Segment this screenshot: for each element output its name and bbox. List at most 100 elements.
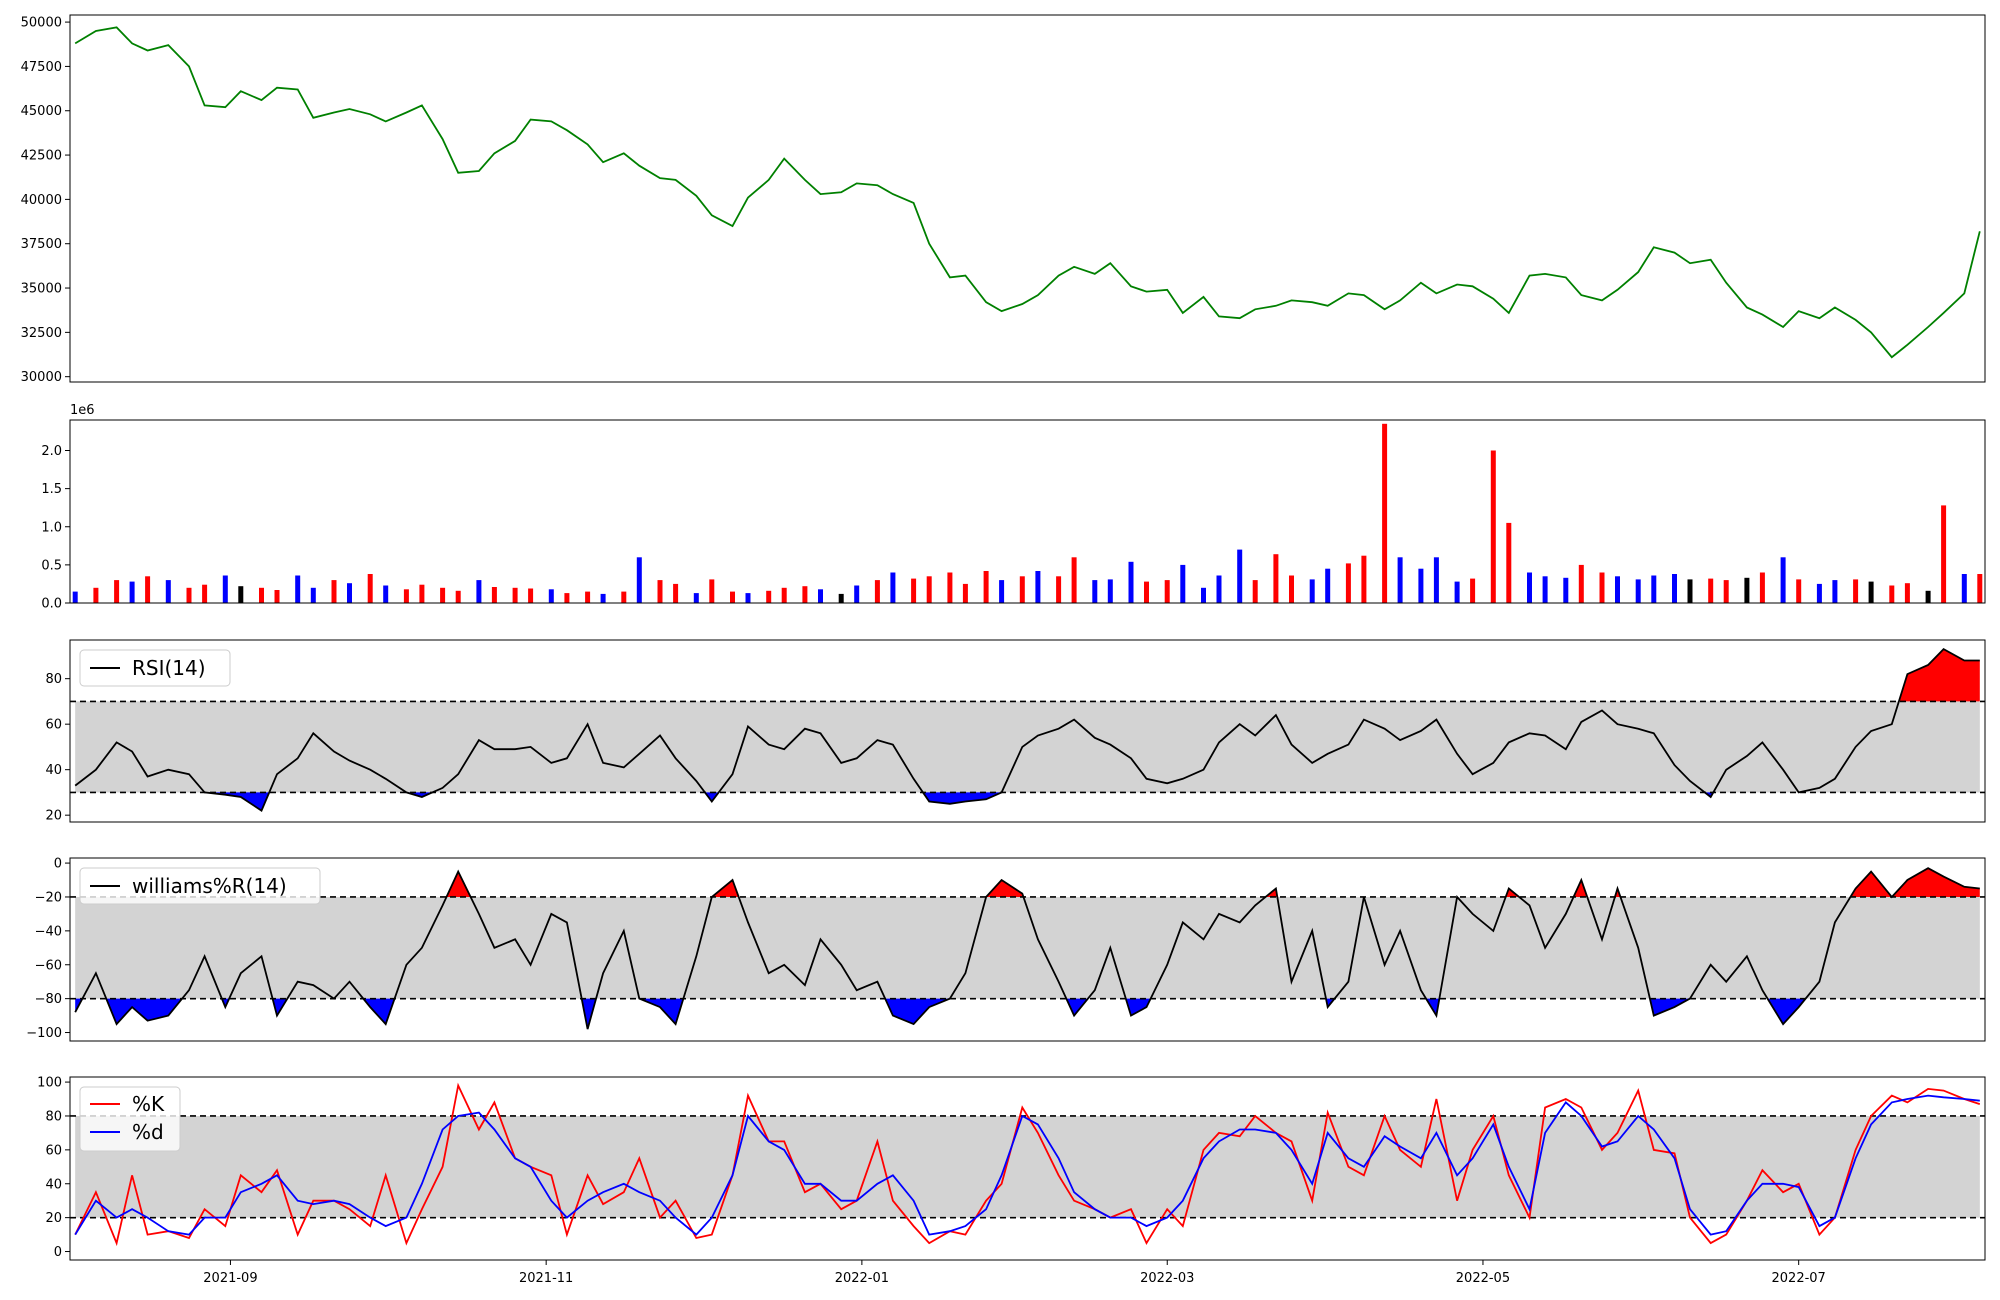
williams-y-tick-label: 0	[54, 857, 62, 872]
volume-bar	[1237, 549, 1243, 603]
volume-bar	[548, 589, 554, 603]
volume-bar	[1759, 572, 1765, 603]
volume-bar	[165, 580, 171, 603]
volume-bar	[781, 587, 787, 604]
volume-bar	[1506, 522, 1512, 603]
volume-bar	[999, 580, 1005, 603]
volume-bar	[1201, 587, 1206, 604]
volume-bar	[129, 581, 135, 603]
volume-bar	[1071, 557, 1077, 604]
rsi-overbought-fill	[1898, 649, 1980, 702]
x-tick-label: 2022-05	[1456, 1271, 1510, 1286]
rsi-legend: RSI(14)	[79, 649, 231, 687]
stochastic-legend-box	[79, 1086, 181, 1152]
williams-oversold-fill	[639, 998, 684, 1025]
williams-y-tick-label: −80	[35, 992, 62, 1007]
volume-bar	[926, 576, 932, 603]
volume-bar	[1107, 579, 1113, 603]
volume-bar	[1216, 575, 1222, 603]
price-y-tick-label: 50000	[21, 16, 62, 31]
volume-bar	[564, 593, 570, 603]
k-legend-label: %K	[132, 1092, 165, 1116]
volume-bar	[72, 591, 78, 603]
volume-y-tick-label: 0.0	[41, 597, 62, 612]
volume-bar	[1563, 577, 1569, 603]
volume-bar	[491, 587, 497, 603]
volume-bar	[1816, 583, 1822, 603]
volume-bar	[1056, 576, 1062, 603]
d-legend-label: %d	[132, 1120, 164, 1144]
volume-bar	[1925, 590, 1931, 603]
volume-y-tick-label: 2.0	[41, 444, 62, 459]
stochastic-y-tick-label: 0	[54, 1245, 62, 1260]
rsi-y-tick-label: 60	[45, 718, 62, 733]
williams-overbought-fill	[1891, 868, 1980, 897]
volume-bar	[1397, 557, 1403, 604]
volume-bar	[673, 583, 679, 603]
date-x-axis: 2021-09 2021-11 2022-01 2022-03 2022-05 2022-…	[203, 1260, 1826, 1286]
rsi-y-tick-label: 20	[45, 809, 62, 824]
volume-bar	[1542, 576, 1548, 603]
stochastic-frame	[69, 1076, 1986, 1261]
williams-y-tick-label: −20	[35, 890, 62, 905]
rsi-y-tick-label: 80	[45, 672, 62, 687]
volume-bar	[1382, 423, 1388, 603]
volume-bar	[274, 590, 280, 603]
volume-bar	[890, 572, 896, 603]
volume-bar	[1744, 577, 1750, 603]
price-panel: 30000 32500 35000 37500 40000 42500 45000 47500…	[21, 14, 1986, 385]
volume-bar	[1092, 580, 1098, 603]
stochastic-y-tick-label: 20	[45, 1211, 62, 1226]
williams-overbought-fill	[986, 880, 1024, 897]
volume-bar	[1490, 450, 1496, 603]
price-y-tick-label: 47500	[21, 60, 62, 75]
rsi-band	[75, 701, 1980, 793]
volume-bar	[818, 589, 823, 603]
x-tick-label: 2021-11	[519, 1271, 573, 1286]
volume-bar	[1578, 564, 1584, 603]
rsi-line	[74, 647, 1980, 812]
volume-bar	[259, 587, 264, 604]
volume-frame	[69, 419, 1986, 604]
williams-y-tick-label: −40	[35, 924, 62, 939]
williams-oversold-fill	[1125, 998, 1151, 1016]
volume-bar	[745, 593, 751, 603]
volume-bar	[766, 590, 772, 603]
volume-bar	[636, 557, 642, 604]
volume-y-tick-label: 0.5	[41, 558, 62, 573]
volume-bar	[93, 587, 99, 604]
volume-bar	[1832, 580, 1838, 603]
price-y-tick-label: 30000	[21, 370, 62, 385]
rsi-y-axis: 20 40 60 80	[45, 672, 70, 824]
volume-bar	[1470, 578, 1476, 603]
volume-bar	[295, 575, 301, 603]
volume-bar	[1527, 572, 1532, 603]
volume-bar	[186, 587, 192, 604]
volume-bar	[1309, 579, 1315, 603]
price-y-tick-label: 37500	[21, 237, 62, 252]
volume-bar	[962, 583, 968, 603]
rsi-frame	[69, 639, 1986, 823]
stochastic-y-tick-label: 80	[45, 1109, 62, 1124]
williams-oversold-fill	[363, 998, 395, 1025]
volume-bar	[585, 591, 591, 603]
williams-oversold-fill	[581, 998, 596, 1030]
williams-overbought-fill	[446, 871, 471, 897]
volume-bar	[440, 587, 446, 604]
volume-bar	[1961, 574, 1967, 603]
volume-bar	[347, 583, 352, 603]
volume-bar	[1977, 574, 1983, 603]
rsi-content	[70, 647, 1985, 812]
volume-bar	[1889, 585, 1895, 603]
volume-content	[72, 423, 1983, 604]
rsi-panel: 20 40 60 80 RSI(14)	[45, 639, 1986, 824]
williams-frame	[69, 857, 1986, 1042]
volume-bar	[1433, 557, 1439, 604]
volume-bar	[911, 578, 917, 603]
volume-bar	[1289, 575, 1294, 603]
volume-bar	[1780, 557, 1786, 604]
williams-overbought-fill	[1573, 880, 1588, 897]
volume-y-tick-label: 1.0	[41, 520, 62, 535]
williams-y-axis: −100 −80 −60 −40 −20 0	[26, 857, 70, 1041]
